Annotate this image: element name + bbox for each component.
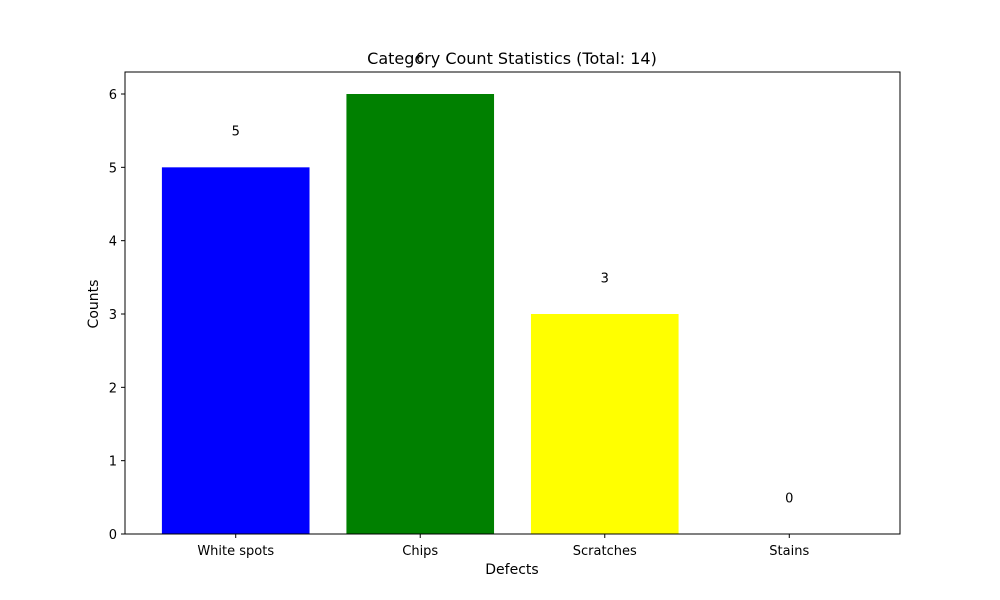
- y-axis-label: Counts: [86, 280, 102, 329]
- y-tick-label: 4: [109, 235, 117, 250]
- plot-area: 5 6 3 0 0 1 2 3 4 5 6 White spots Chips Scratches Stai…: [109, 51, 901, 559]
- data-label: 6: [416, 51, 424, 66]
- y-tick-label: 3: [109, 308, 117, 323]
- bar-white-spots: [161, 167, 310, 535]
- x-tick-label: White spots: [197, 544, 274, 559]
- y-tick-label: 2: [109, 381, 117, 396]
- plot-frame: [124, 71, 901, 535]
- data-label: 3: [601, 271, 609, 286]
- y-tick-label: 0: [109, 528, 117, 543]
- y-tick-label: 6: [109, 88, 117, 103]
- bar-scratches: [530, 314, 679, 534]
- chart-title: Category Count Statistics (Total: 14): [367, 49, 657, 68]
- x-tick-label: Scratches: [573, 544, 637, 559]
- x-tick-label: Stains: [769, 544, 809, 559]
- x-axis-label: Defects: [485, 562, 538, 578]
- bar-chips: [346, 94, 495, 534]
- data-label: 5: [232, 125, 240, 140]
- y-tick-label: 1: [109, 455, 117, 470]
- data-label: 0: [785, 491, 793, 506]
- x-tick-label: Chips: [402, 544, 438, 559]
- y-tick-label: 5: [109, 161, 117, 176]
